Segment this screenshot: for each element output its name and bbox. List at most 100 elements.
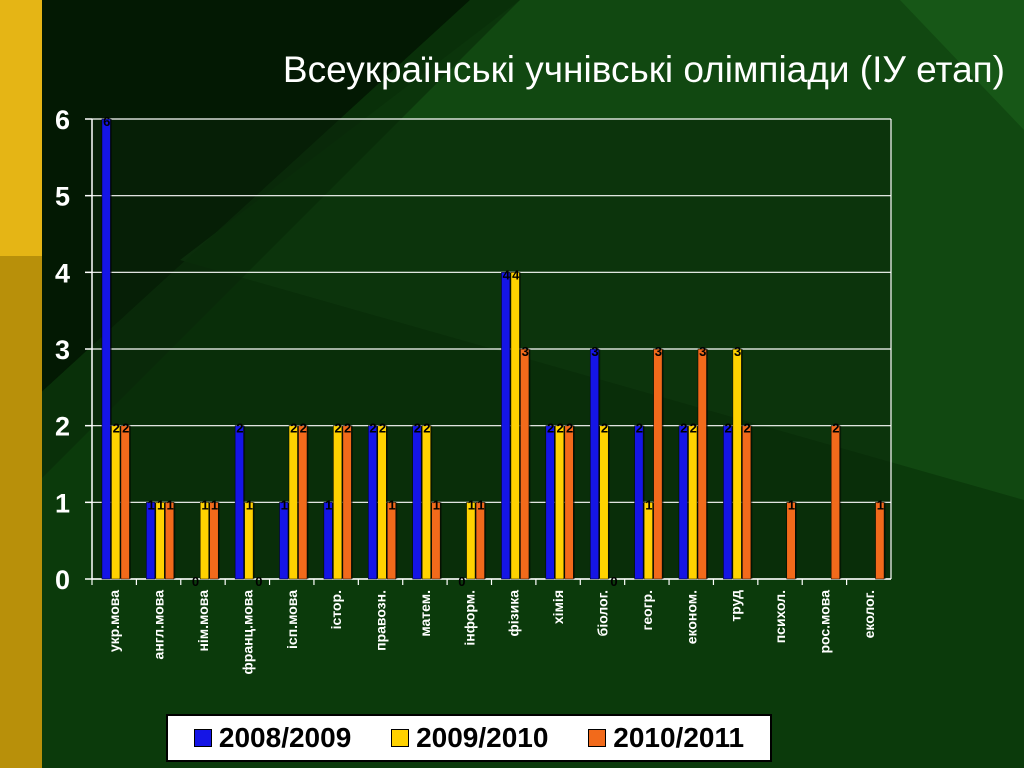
- bar: [279, 502, 289, 580]
- data-label: 1: [147, 497, 154, 512]
- bar: [111, 425, 121, 580]
- data-label: 0: [458, 574, 465, 589]
- x-tick-label: англ.мова: [151, 590, 167, 660]
- data-label: 3: [699, 344, 706, 359]
- data-label: 1: [201, 497, 208, 512]
- data-label: 2: [335, 421, 342, 436]
- data-label: 2: [236, 421, 243, 436]
- data-label: 2: [344, 421, 351, 436]
- data-label: 2: [680, 421, 687, 436]
- data-label: 2: [423, 421, 430, 436]
- data-label: 1: [281, 497, 288, 512]
- data-label: 2: [369, 421, 376, 436]
- bar: [101, 118, 111, 580]
- data-label: 0: [255, 574, 262, 589]
- data-label: 1: [477, 497, 484, 512]
- legend-label-2010-2011: 2010/2011: [613, 722, 745, 753]
- bar: [412, 425, 422, 580]
- bar: [155, 502, 165, 580]
- data-label: 1: [211, 497, 218, 512]
- bar: [209, 502, 219, 580]
- data-label: 2: [832, 421, 839, 436]
- data-label: 3: [522, 344, 529, 359]
- data-label: 2: [379, 421, 386, 436]
- data-label: 3: [655, 344, 662, 359]
- data-label: 1: [645, 497, 652, 512]
- x-tick-label: нім.мова: [195, 590, 211, 652]
- data-label: 3: [734, 344, 741, 359]
- bar: [421, 425, 431, 580]
- data-label: 1: [246, 497, 253, 512]
- data-label: 2: [725, 421, 732, 436]
- data-label: 1: [325, 497, 332, 512]
- y-tick-label: 4: [55, 258, 70, 288]
- bar: [589, 348, 599, 580]
- data-label: 1: [468, 497, 475, 512]
- slide-title: Всеукраїнські учнівські олімпіади (ІУ ет…: [282, 49, 1005, 90]
- bar: [875, 502, 885, 580]
- x-tick-label: фізика: [506, 590, 522, 637]
- bar: [165, 502, 175, 580]
- bar: [120, 425, 130, 580]
- legend-swatch-2008-2009: [193, 729, 212, 747]
- x-tick-label: матем.: [417, 590, 433, 637]
- bar: [643, 502, 653, 580]
- x-tick-label: біолог.: [594, 590, 610, 636]
- data-label: 1: [877, 497, 884, 512]
- data-label: 2: [414, 421, 421, 436]
- bar: [199, 502, 209, 580]
- bar: [146, 502, 156, 580]
- x-tick-label: франц.мова: [239, 590, 255, 675]
- bar: [377, 425, 387, 580]
- data-label: 6: [103, 114, 110, 129]
- data-label: 1: [166, 497, 173, 512]
- bar: [653, 348, 663, 580]
- legend-label-2008-2009: 2008/2009: [218, 722, 352, 753]
- data-label: 2: [122, 421, 129, 436]
- bar: [599, 425, 609, 580]
- data-label: 2: [566, 421, 573, 436]
- bar: [298, 425, 308, 580]
- data-label: 1: [388, 497, 395, 512]
- x-tick-label: геогр.: [639, 590, 655, 630]
- data-label: 2: [290, 421, 297, 436]
- data-label: 2: [113, 421, 120, 436]
- bar: [244, 502, 254, 580]
- x-tick-label: інформ.: [461, 590, 477, 646]
- legend-item-2010-2011: 2010/2011: [588, 722, 744, 754]
- x-tick-label: труд: [728, 590, 744, 622]
- data-label: 0: [192, 574, 199, 589]
- data-label: 2: [690, 421, 697, 436]
- bar: [323, 502, 333, 580]
- x-tick-label: еколог.: [861, 590, 877, 638]
- x-tick-label: хімія: [550, 590, 566, 624]
- bar: [723, 425, 733, 580]
- data-label: 0: [610, 574, 617, 589]
- bar: [387, 502, 397, 580]
- x-tick-label: рос.мова: [816, 590, 832, 654]
- data-label: 2: [556, 421, 563, 436]
- bar: [475, 502, 485, 580]
- bar: [564, 425, 574, 580]
- data-label: 2: [636, 421, 643, 436]
- data-label: 2: [300, 421, 307, 436]
- bar: [786, 502, 796, 580]
- y-tick-label: 5: [55, 182, 70, 212]
- bar: [678, 425, 688, 580]
- x-tick-label: істор.: [328, 590, 344, 629]
- bar: [742, 425, 752, 580]
- x-tick-label: укр.мова: [106, 590, 122, 652]
- bar: [466, 502, 476, 580]
- bar: [688, 425, 698, 580]
- bar: [520, 348, 530, 580]
- x-tick-label: економ.: [683, 590, 699, 644]
- x-tick-label: психол.: [772, 590, 788, 643]
- y-tick-label: 0: [55, 565, 70, 595]
- y-tick-label: 3: [55, 335, 70, 365]
- data-label: 3: [591, 344, 598, 359]
- data-label: 4: [503, 267, 511, 282]
- bar: [501, 272, 511, 580]
- bar: [234, 425, 244, 580]
- bar: [333, 425, 343, 580]
